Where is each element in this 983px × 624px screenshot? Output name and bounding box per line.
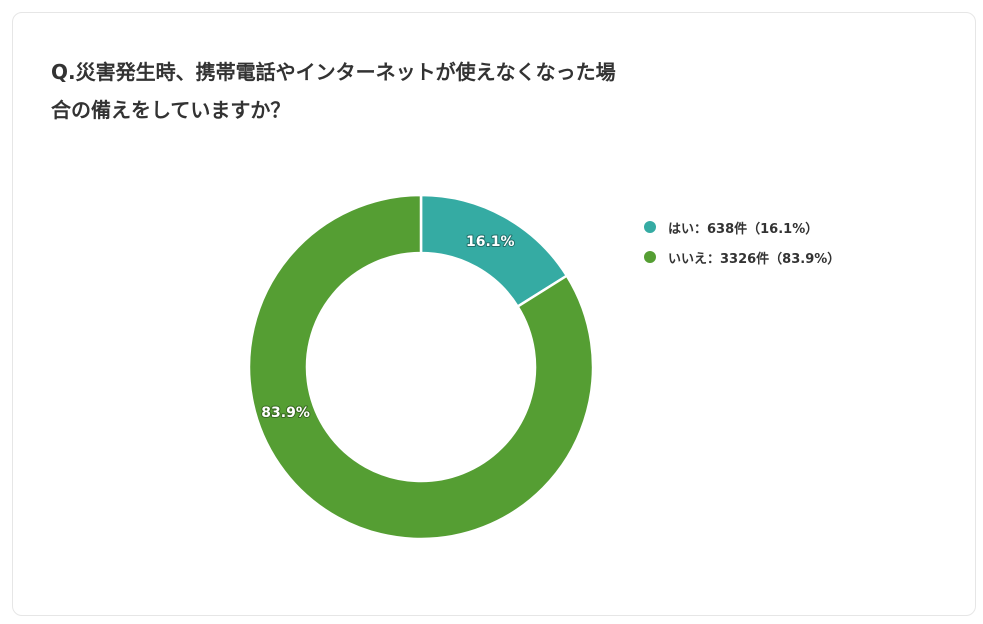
legend-dot-icon (644, 221, 656, 233)
slice-label-1: 16.1% (466, 234, 515, 250)
legend-label: はい：638件（16.1%） (668, 221, 819, 237)
legend-label: いいえ：3326件（83.9%） (668, 251, 841, 267)
legend-item-1: はい：638件（16.1%） (644, 212, 840, 242)
legend-item-2: いいえ：3326件（83.9%） (644, 242, 840, 272)
chart-title: Q.災害発生時、携帯電話やインターネットが使えなくなった場合の備えをしていますか… (51, 60, 616, 122)
donut-slice-2 (247, 193, 595, 541)
legend-dot-icon (644, 251, 656, 263)
chart-legend: はい：638件（16.1%） いいえ：3326件（83.9%） (644, 212, 840, 272)
slice-label-2: 83.9% (261, 405, 310, 421)
